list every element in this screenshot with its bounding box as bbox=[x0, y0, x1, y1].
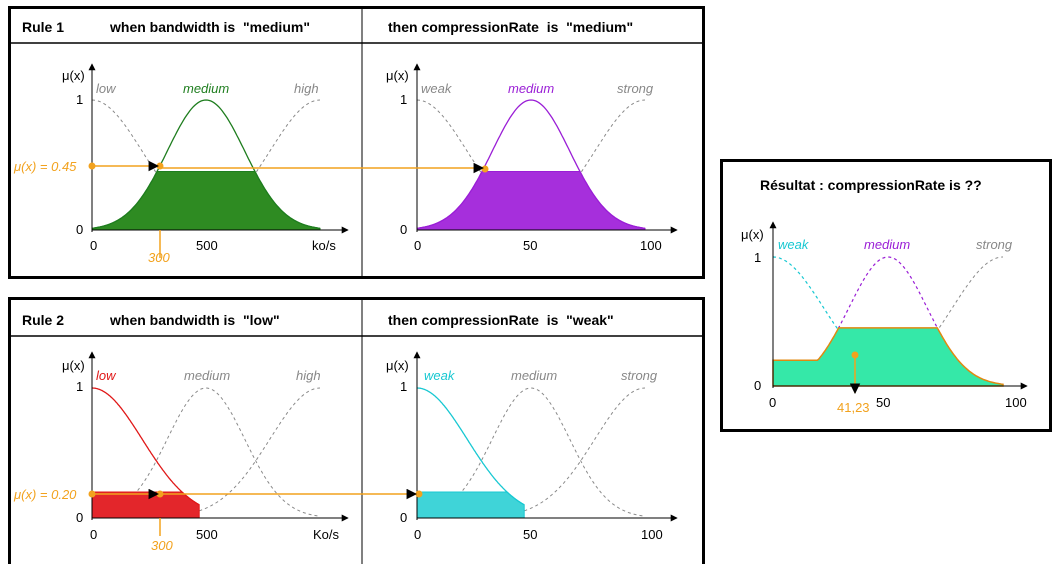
set-curve-medium bbox=[416, 99, 646, 229]
y-tick-1: 1 bbox=[76, 92, 83, 107]
rule1-consequence: then compressionRate is "medium" bbox=[388, 19, 633, 35]
x-tick-50: 50 bbox=[523, 527, 537, 542]
set-label-high: high bbox=[294, 81, 319, 96]
result-frame bbox=[720, 159, 1052, 432]
rule2-output-plot: μ(x) 1 0 0 50 100 weak medium strong bbox=[386, 351, 678, 542]
set-curve-weak bbox=[417, 387, 525, 506]
rule2-title: Rule 2 bbox=[22, 312, 64, 328]
x-tick-100: 100 bbox=[640, 238, 662, 253]
y-tick-0: 0 bbox=[76, 222, 83, 237]
x-tick-100: 100 bbox=[641, 527, 663, 542]
set-label-medium: medium bbox=[184, 368, 230, 383]
y-tick-0: 0 bbox=[754, 378, 761, 393]
y-tick-1: 1 bbox=[400, 92, 407, 107]
y-tick-1: 1 bbox=[400, 379, 407, 394]
x-tick-500: 500 bbox=[196, 527, 218, 542]
x-tick-0: 0 bbox=[414, 527, 421, 542]
x-axis-unit: ko/s bbox=[312, 238, 336, 253]
input-value-label: 300 bbox=[148, 250, 170, 265]
activated-area bbox=[91, 171, 321, 231]
x-axis-unit: Ko/s bbox=[313, 527, 340, 542]
x-tick-0: 0 bbox=[90, 238, 97, 253]
centroid-marker bbox=[851, 351, 859, 359]
rule1-input-plot: μ(x) 1 0 0 500 ko/s low medium high 300 … bbox=[13, 63, 349, 265]
clipped-output-area bbox=[416, 171, 646, 231]
x-tick-100: 100 bbox=[1005, 395, 1027, 410]
input-value-label: 300 bbox=[151, 538, 173, 553]
rule1-condition: when bandwidth is "medium" bbox=[109, 19, 310, 35]
aggregated-output-area bbox=[772, 327, 1004, 387]
panel-frames bbox=[8, 6, 1052, 564]
set-label-medium: medium bbox=[864, 237, 910, 252]
y-tick-0: 0 bbox=[76, 510, 83, 525]
rule2-frame bbox=[8, 297, 705, 564]
activated-area bbox=[91, 491, 200, 519]
rule2-input-plot: μ(x) 1 0 0 500 Ko/s low medium high 300 … bbox=[13, 351, 349, 553]
rule2-condition: when bandwidth is "low" bbox=[109, 312, 280, 328]
y-tick-1: 1 bbox=[76, 379, 83, 394]
set-curve-medium bbox=[91, 99, 321, 229]
set-label-low: low bbox=[96, 368, 117, 383]
x-tick-0: 0 bbox=[769, 395, 776, 410]
x-tick-500: 500 bbox=[196, 238, 218, 253]
rule1-frame bbox=[8, 6, 705, 279]
y-tick-0: 0 bbox=[400, 222, 407, 237]
clipped-output-area bbox=[416, 491, 525, 519]
set-label-high: high bbox=[296, 368, 321, 383]
x-tick-50: 50 bbox=[876, 395, 890, 410]
y-axis-label: μ(x) bbox=[741, 227, 764, 242]
y-axis-label: μ(x) bbox=[62, 358, 85, 373]
x-tick-50: 50 bbox=[523, 238, 537, 253]
set-label-weak: weak bbox=[778, 237, 810, 252]
y-axis-label: μ(x) bbox=[62, 68, 85, 83]
set-curve-low bbox=[92, 387, 200, 506]
orange-dot-icon bbox=[415, 490, 423, 498]
result-title: Résultat : compressionRate is ?? bbox=[760, 177, 982, 193]
set-label-medium: medium bbox=[183, 81, 229, 96]
rule2-consequence: then compressionRate is "weak" bbox=[388, 312, 614, 328]
set-label-strong: strong bbox=[621, 368, 658, 383]
y-axis-label: μ(x) bbox=[386, 358, 409, 373]
set-label-medium: medium bbox=[511, 368, 557, 383]
rule1-output-plot: μ(x) 1 0 0 50 100 weak medium strong bbox=[386, 63, 678, 253]
x-tick-0: 0 bbox=[90, 527, 97, 542]
orange-dot-icon bbox=[481, 165, 489, 173]
x-tick-0: 0 bbox=[414, 238, 421, 253]
y-tick-0: 0 bbox=[400, 510, 407, 525]
set-label-low: low bbox=[96, 81, 117, 96]
result-plot: μ(x) 1 0 0 50 100 weak medium strong 41,… bbox=[741, 221, 1028, 415]
y-axis-label: μ(x) bbox=[386, 68, 409, 83]
set-label-medium: medium bbox=[508, 81, 554, 96]
mu-value-label: μ(x) = 0.20 bbox=[13, 487, 77, 502]
set-curve-strong bbox=[876, 256, 1003, 381]
set-label-strong: strong bbox=[617, 81, 654, 96]
set-label-weak: weak bbox=[421, 81, 453, 96]
rule1-title: Rule 1 bbox=[22, 19, 64, 35]
centroid-value-label: 41,23 bbox=[837, 400, 870, 415]
y-tick-1: 1 bbox=[754, 250, 761, 265]
mu-value-label: μ(x) = 0.45 bbox=[13, 159, 77, 174]
set-label-strong: strong bbox=[976, 237, 1013, 252]
set-label-weak: weak bbox=[424, 368, 456, 383]
